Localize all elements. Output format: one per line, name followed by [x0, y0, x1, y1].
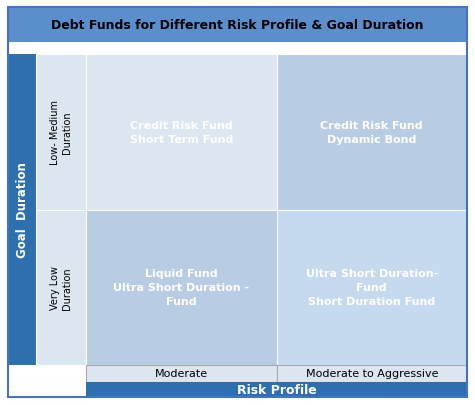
Text: Ultra Short Duration-
Fund
Short Duration Fund: Ultra Short Duration- Fund Short Duratio…: [305, 269, 438, 307]
Text: Liquid Fund
Ultra Short Duration -
Fund: Liquid Fund Ultra Short Duration - Fund: [113, 269, 249, 307]
Bar: [276, 55, 467, 210]
Bar: [8, 55, 36, 365]
Text: Low- Medium
Duration: Low- Medium Duration: [50, 100, 72, 165]
Bar: [276, 210, 467, 365]
Bar: [276, 365, 467, 382]
Bar: [86, 365, 276, 382]
Text: Goal  Duration: Goal Duration: [16, 162, 28, 258]
Bar: [8, 8, 467, 43]
Text: Moderate: Moderate: [155, 369, 208, 379]
Bar: [86, 210, 276, 365]
Bar: [36, 55, 86, 210]
Text: Debt Funds for Different Risk Profile & Goal Duration: Debt Funds for Different Risk Profile & …: [51, 19, 424, 32]
Text: Moderate to Aggressive: Moderate to Aggressive: [305, 369, 438, 379]
Bar: [86, 382, 467, 397]
Text: Risk Profile: Risk Profile: [237, 383, 316, 396]
Text: Credit Risk Fund
Short Term Fund: Credit Risk Fund Short Term Fund: [130, 120, 233, 145]
Bar: [36, 210, 86, 365]
Text: Very Low
Duration: Very Low Duration: [50, 266, 72, 309]
Text: Credit Risk Fund
Dynamic Bond: Credit Risk Fund Dynamic Bond: [321, 120, 423, 145]
Bar: [86, 55, 276, 210]
